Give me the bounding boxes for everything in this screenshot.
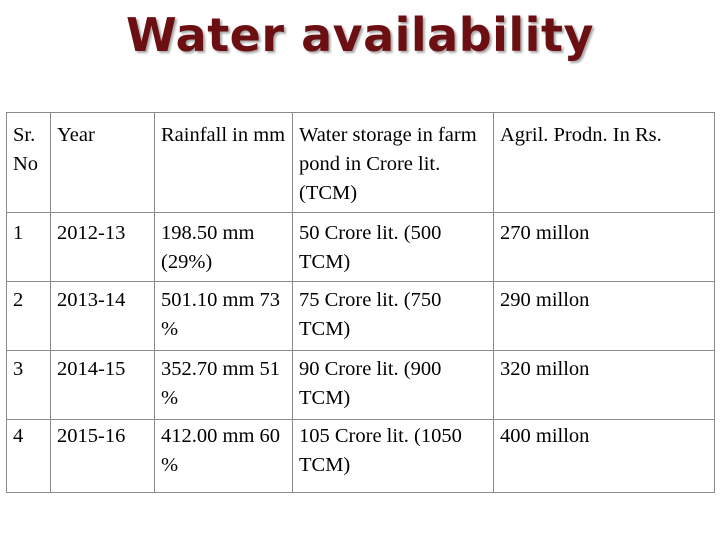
table-row: 2 2013-14 501.10 mm 73 % 75 Crore lit. (… — [6, 281, 715, 351]
table-row: 4 2015-16 412.00 mm 60 % 105 Crore lit. … — [6, 419, 715, 493]
cell-rainfall: 352.70 mm 51 % — [154, 350, 293, 420]
table-row: 3 2014-15 352.70 mm 51 % 90 Crore lit. (… — [6, 350, 715, 420]
cell-water-storage: 105 Crore lit. (1050 TCM) — [292, 419, 494, 493]
cell-agri-production: 320 millon — [493, 350, 715, 420]
header-water-storage: Water storage in farm pond in Crore lit.… — [292, 112, 494, 213]
cell-water-storage: 50 Crore lit. (500 TCM) — [292, 212, 494, 282]
cell-rainfall: 412.00 mm 60 % — [154, 419, 293, 493]
cell-year: 2015-16 — [50, 419, 155, 493]
cell-sr-no: 3 — [6, 350, 51, 420]
cell-year: 2012-13 — [50, 212, 155, 282]
table-header-row: Sr. No Year Rainfall in mm Water storage… — [6, 112, 715, 213]
cell-agri-production: 270 millon — [493, 212, 715, 282]
cell-agri-production: 400 millon — [493, 419, 715, 493]
cell-water-storage: 90 Crore lit. (900 TCM) — [292, 350, 494, 420]
cell-year: 2014-15 — [50, 350, 155, 420]
table-row: 1 2012-13 198.50 mm (29%) 50 Crore lit. … — [6, 212, 715, 282]
cell-sr-no: 1 — [6, 212, 51, 282]
header-year: Year — [50, 112, 155, 213]
cell-water-storage: 75 Crore lit. (750 TCM) — [292, 281, 494, 351]
cell-agri-production: 290 millon — [493, 281, 715, 351]
cell-year: 2013-14 — [50, 281, 155, 351]
cell-sr-no: 4 — [6, 419, 51, 493]
header-rainfall: Rainfall in mm — [154, 112, 293, 213]
cell-sr-no: 2 — [6, 281, 51, 351]
page-title: Water availability — [126, 8, 594, 62]
cell-rainfall: 198.50 mm (29%) — [154, 212, 293, 282]
cell-rainfall: 501.10 mm 73 % — [154, 281, 293, 351]
header-agri-production: Agril. Prodn. In Rs. — [493, 112, 715, 213]
header-sr-no: Sr. No — [6, 112, 51, 213]
water-availability-table: Sr. No Year Rainfall in mm Water storage… — [6, 112, 715, 493]
